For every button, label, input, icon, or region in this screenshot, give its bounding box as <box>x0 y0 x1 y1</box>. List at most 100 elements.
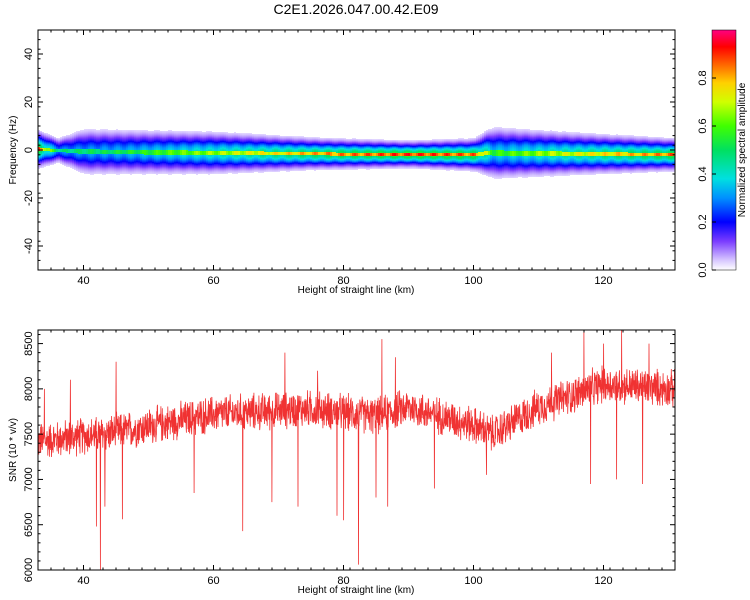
spectrogram-cell <box>82 146 84 147</box>
spectrogram-cell <box>268 166 270 167</box>
spectrogram-cell <box>72 140 74 141</box>
spectrogram-cell <box>118 130 120 131</box>
spectrogram-cell <box>152 157 154 158</box>
spectrogram-cell <box>172 146 174 147</box>
spectrogram-cell <box>122 160 124 161</box>
spectrogram-cell <box>150 169 152 170</box>
spectrogram-cell <box>272 137 274 138</box>
spectrogram-cell <box>58 155 60 156</box>
spectrogram-cell <box>92 152 94 153</box>
spectrogram-cell <box>144 130 146 131</box>
spectrogram-cell <box>128 154 130 155</box>
spectrogram-cell <box>158 153 160 154</box>
spectrogram-cell <box>62 151 64 152</box>
spectrogram-cell <box>52 150 54 151</box>
spectrogram-cell <box>226 148 228 149</box>
spectrogram-cell <box>102 172 104 173</box>
spectrogram-cell <box>98 148 100 149</box>
spectrogram-cell <box>186 146 188 147</box>
spectrogram-cell <box>208 150 210 151</box>
spectrogram-cell <box>252 140 254 141</box>
spectrogram-cell <box>94 130 96 131</box>
spectrogram-cell <box>46 161 48 162</box>
spectrogram-cell <box>264 170 266 171</box>
spectrogram-cell <box>142 130 144 131</box>
spectrogram-cell <box>226 155 228 156</box>
spectrogram-cell <box>78 165 80 166</box>
spectrogram-cell <box>152 151 154 152</box>
spectrogram-cell <box>176 138 178 139</box>
spectrogram-cell <box>42 134 44 135</box>
spectrogram-cell <box>246 139 248 140</box>
spectrogram-heatmap <box>38 127 675 179</box>
spectrogram-cell <box>216 162 218 163</box>
spectrogram-cell <box>52 159 54 160</box>
spectrogram-cell <box>256 159 258 160</box>
spectrogram-cell <box>76 155 78 156</box>
spectrogram-cell <box>92 129 94 130</box>
spectrogram-cell <box>176 168 178 169</box>
spectrogram-cell <box>90 155 92 156</box>
spectrogram-cell <box>254 143 256 144</box>
spectrogram-cell <box>70 136 72 137</box>
spectrogram-cell <box>56 155 58 156</box>
spectrogram-cell <box>80 166 82 167</box>
spectrogram-cell <box>184 152 186 153</box>
spectrogram-cell <box>158 134 160 135</box>
spectrogram-cell <box>234 138 236 139</box>
spectrogram-cell <box>90 154 92 155</box>
spectrogram-cell <box>266 155 268 156</box>
spectrogram-cell <box>166 164 168 165</box>
spectrogram-cell <box>54 161 56 162</box>
spectrogram-cell <box>254 160 256 161</box>
spectrogram-cell <box>218 140 220 141</box>
spectrogram-cell <box>264 134 266 135</box>
spectrogram-cell <box>102 173 104 174</box>
spectrogram-cell <box>42 156 44 157</box>
spectrogram-cell <box>280 160 282 161</box>
spectrogram-cell <box>94 147 96 148</box>
spectrogram-cell <box>264 152 266 153</box>
spectrogram-cell <box>276 163 278 164</box>
spectrogram-cell <box>64 164 66 165</box>
spectrogram-cell <box>168 153 170 154</box>
spectrogram-cell <box>92 149 94 150</box>
spectrogram-cell <box>104 150 106 151</box>
spectrogram-cell <box>204 173 206 174</box>
spectrogram-cell <box>242 167 244 168</box>
spectrogram-cell <box>184 138 186 139</box>
spectrogram-cell <box>96 173 98 174</box>
spectrogram-cell <box>48 148 50 149</box>
spectrogram-cell <box>40 165 42 166</box>
spectrogram-cell <box>226 151 228 152</box>
spectrogram-cell <box>238 144 240 145</box>
spectrogram-cell <box>90 170 92 171</box>
spectrogram-cell <box>126 151 128 152</box>
spectrogram-cell <box>168 167 170 168</box>
spectrogram-cell <box>194 136 196 137</box>
spectrogram-cell <box>280 147 282 148</box>
spectrogram-cell <box>74 136 76 137</box>
spectrogram-cell <box>172 165 174 166</box>
spectrogram-cell <box>100 130 102 131</box>
spectrogram-cell <box>160 141 162 142</box>
spectrogram-cell <box>104 166 106 167</box>
spectrogram-cell <box>152 150 154 151</box>
spectrogram-cell <box>222 160 224 161</box>
spectrogram-cell <box>160 136 162 137</box>
spectrogram-cell <box>130 169 132 170</box>
spectrogram-cell <box>92 167 94 168</box>
spectrogram-cell <box>102 136 104 137</box>
spectrogram-cell <box>270 162 272 163</box>
spectrogram-cell <box>110 161 112 162</box>
spectrogram-cell <box>74 157 76 158</box>
spectrogram-cell <box>154 147 156 148</box>
spectrogram-cell <box>246 134 248 135</box>
spectrogram-cell <box>210 150 212 151</box>
spectrogram-cell <box>144 140 146 141</box>
spectrogram-cell <box>244 146 246 147</box>
spectrogram-cell <box>152 137 154 138</box>
spectrogram-cell <box>70 162 72 163</box>
spectrogram-cell <box>98 138 100 139</box>
spectrogram-cell <box>242 165 244 166</box>
